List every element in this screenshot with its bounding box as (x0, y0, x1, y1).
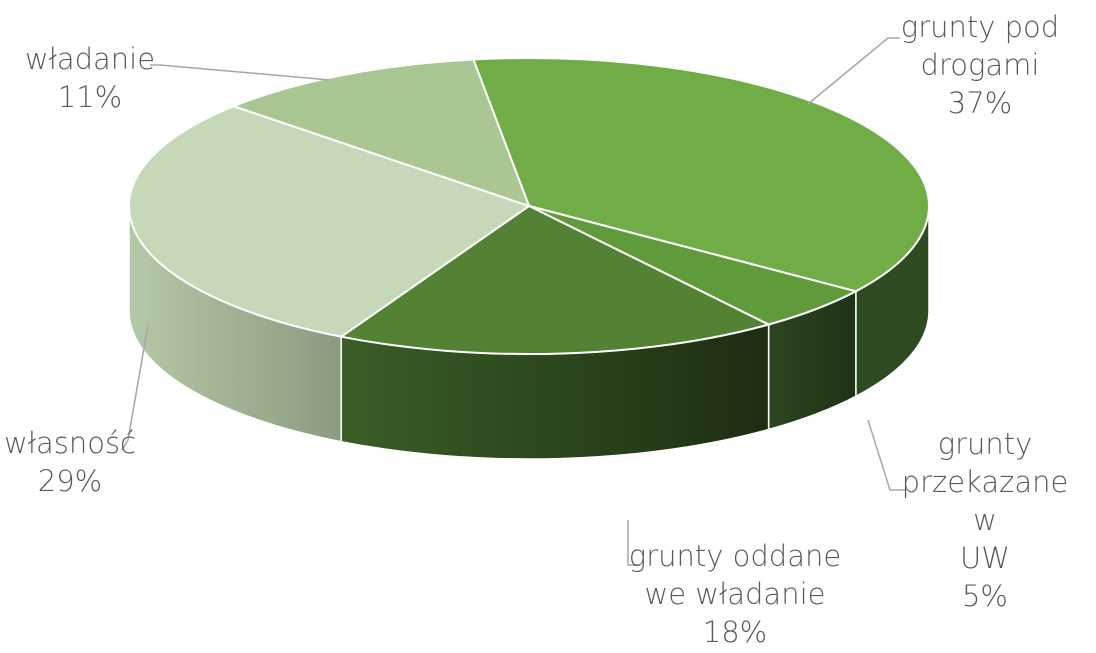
slice-label-grunty-oddane: grunty oddane we władanie 18% (628, 539, 842, 649)
pie-sides (128, 207, 930, 460)
leader-lines (121, 37, 905, 566)
leader-line-3 (121, 324, 149, 451)
leader-line-1 (867, 419, 905, 491)
leader-line-0 (807, 37, 900, 105)
slice-label-grunty-przekazane: grunty przekazane w UW 5% (901, 427, 1069, 613)
slice-label-wladanie: władanie 11% (24, 42, 156, 114)
pie-slice-2 (338, 204, 772, 355)
slice-label-wlasnosc: własność 29% (3, 426, 136, 498)
slice-label-grunty-pod-drogami: grunty pod drogami 37% (900, 10, 1060, 120)
pie-slice-4 (230, 58, 531, 208)
pie-slice-3 (128, 105, 532, 338)
leader-line-4 (150, 64, 331, 81)
pie-slice-0 (471, 57, 930, 293)
pie-tops (128, 57, 930, 355)
leader-line-2 (627, 520, 640, 566)
